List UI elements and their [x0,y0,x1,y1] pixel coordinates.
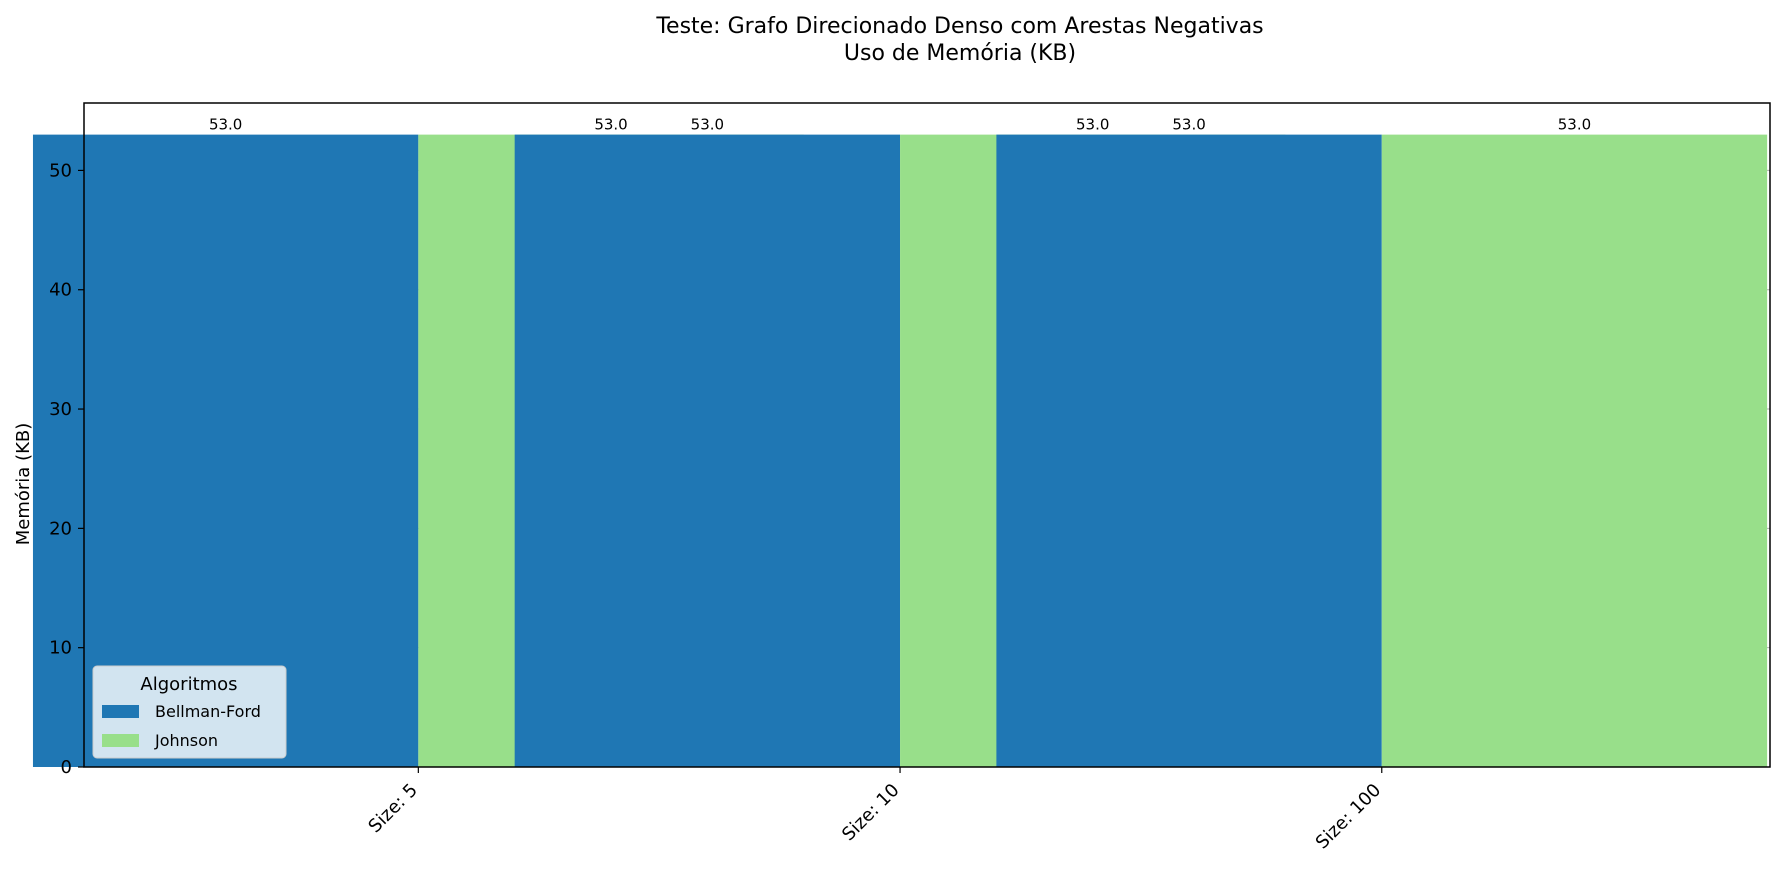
y-tick-label: 30 [49,399,72,420]
x-axis: Size: 5 Size: 10 Size: 100 [364,767,1385,853]
y-axis-label: Memória (KB) [13,423,34,546]
value-label: 53.0 [1172,116,1205,134]
chart-subtitle: Uso de Memória (KB) [844,41,1076,66]
bar-bellman-ford-size-10 [514,134,901,768]
value-label: 53.0 [1558,116,1591,134]
value-labels-layer: 53.0 53.0 53.0 53.0 53.0 53.0 [209,116,1591,134]
bar-johnson-size-100 [1381,134,1768,768]
y-tick-label: 50 [49,160,72,181]
plot-frame [83,102,1771,768]
x-tick-label: Size: 10 [838,780,904,846]
x-tick-label: Size: 5 [364,780,421,837]
value-label: 53.0 [1076,116,1109,134]
y-tick-label: 20 [49,518,72,539]
value-label: 53.0 [691,116,724,134]
y-axis: 0 10 20 30 40 50 [49,160,84,778]
bars-layer [32,134,1768,768]
value-label: 53.0 [594,116,627,134]
legend-box [92,665,287,759]
bar-bellman-ford-size-5 [32,134,419,768]
y-tick-label: 0 [61,757,72,778]
legend-label-johnson: Johnson [154,731,218,750]
legend-title: Algoritmos [140,674,237,695]
y-tick-label: 10 [49,638,72,659]
y-tick-label: 40 [49,280,72,301]
legend-label-bellman-ford: Bellman-Ford [155,702,261,721]
legend-swatch-bellman-ford [102,705,139,718]
chart-title: Teste: Grafo Direcionado Denso com Arest… [655,14,1263,39]
x-tick-label: Size: 100 [1312,780,1386,854]
legend-swatch-johnson [102,734,139,747]
value-label: 53.0 [209,116,242,134]
legend: Algoritmos Bellman-Ford Johnson [92,665,287,759]
bar-bellman-ford-size-100 [996,134,1382,768]
